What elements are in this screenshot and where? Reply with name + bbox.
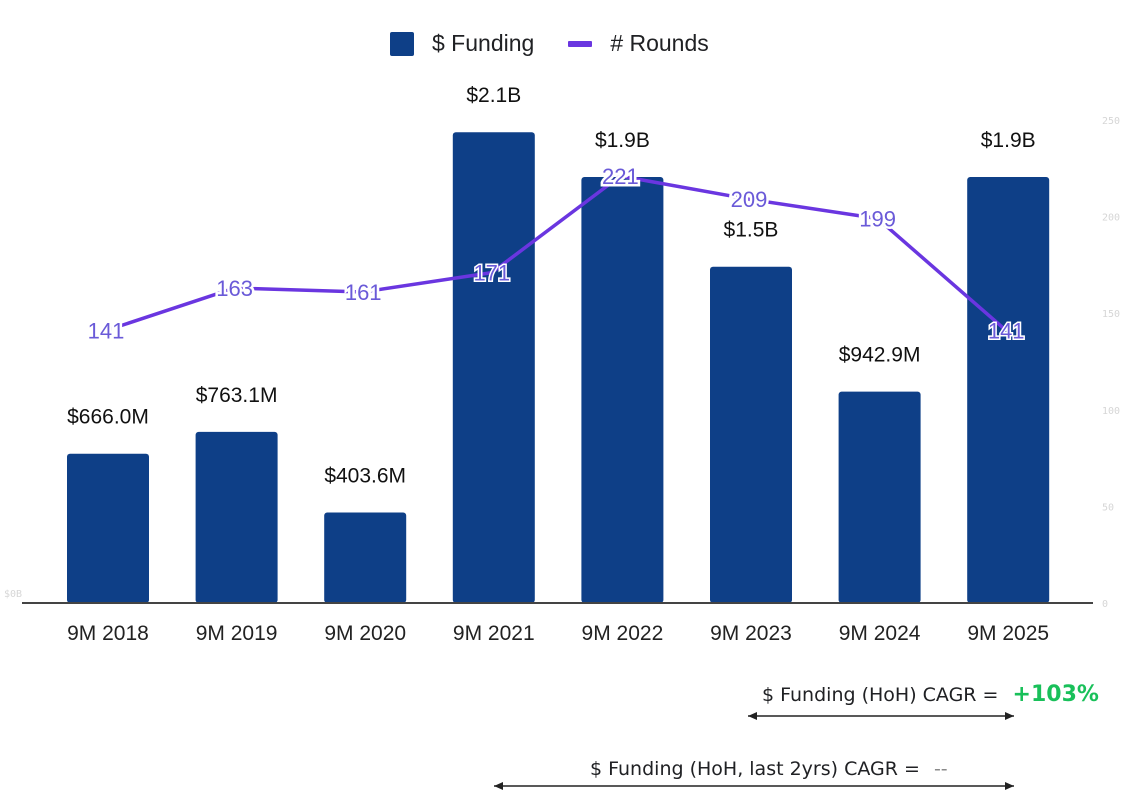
right-tick-label: 150 bbox=[1102, 309, 1120, 320]
rounds-data-label: 209 bbox=[731, 187, 768, 212]
cagr-all-note: $ Funding (HoH) CAGR = +103% bbox=[762, 682, 1099, 707]
arrow-right-head bbox=[1005, 712, 1014, 720]
arrow-right-head bbox=[1005, 782, 1014, 790]
left-tick-label: $0B bbox=[4, 589, 22, 600]
funding-bar bbox=[838, 391, 921, 603]
rounds-data-label: 163 bbox=[216, 276, 253, 301]
funding-bar-label: $403.6M bbox=[324, 465, 406, 488]
funding-bar bbox=[452, 132, 535, 604]
x-tick-label: 9M 2022 bbox=[582, 622, 664, 645]
x-tick-label: 9M 2025 bbox=[967, 622, 1049, 645]
rounds-data-label: 161 bbox=[345, 280, 382, 305]
x-tick-label: 9M 2024 bbox=[839, 622, 921, 645]
funding-bar-label: $666.0M bbox=[67, 406, 149, 429]
legend-item-funding[interactable]: $ Funding bbox=[390, 30, 534, 57]
funding-bars bbox=[67, 132, 1050, 604]
x-tick-label: 9M 2023 bbox=[710, 622, 792, 645]
legend-label-funding: $ Funding bbox=[432, 30, 535, 56]
right-tick-label: 250 bbox=[1102, 116, 1120, 127]
right-tick-label: 50 bbox=[1102, 502, 1114, 513]
arrow-left-head bbox=[494, 782, 503, 790]
chart-legend: $ Funding # Rounds bbox=[390, 30, 743, 57]
x-tick-label: 9M 2020 bbox=[324, 622, 406, 645]
right-tick-label: 100 bbox=[1102, 406, 1120, 417]
rounds-line-series bbox=[105, 174, 1008, 333]
funding-bar bbox=[581, 177, 664, 603]
funding-bar-label: $942.9M bbox=[839, 344, 921, 367]
rounds-data-label: 141 bbox=[88, 319, 125, 344]
x-tick-label: 9M 2019 bbox=[196, 622, 278, 645]
legend-swatch-rounds bbox=[568, 40, 593, 47]
arrow-left-head bbox=[748, 712, 757, 720]
funding-bar bbox=[195, 431, 278, 603]
right-tick-label: 0 bbox=[1102, 599, 1108, 610]
funding-bar-label: $1.9B bbox=[981, 129, 1036, 152]
rounds-data-label: 221 bbox=[602, 164, 639, 189]
funding-bar-label: $1.9B bbox=[595, 129, 650, 152]
funding-bar-label: $1.5B bbox=[724, 219, 779, 242]
rounds-line bbox=[105, 174, 1008, 333]
rounds-data-labels: 141 163 161 171 221 209 199 141 bbox=[85, 162, 1026, 347]
cagr-2yr-value: -- bbox=[933, 758, 948, 780]
funding-bar-label: $2.1B bbox=[466, 84, 521, 107]
legend-label-rounds: # Rounds bbox=[610, 30, 709, 56]
cagr-2yr-label: $ Funding (HoH, last 2yrs) CAGR = bbox=[590, 758, 920, 780]
rounds-data-label: 171 bbox=[473, 261, 510, 286]
funding-bar bbox=[67, 453, 149, 603]
legend-item-rounds[interactable]: # Rounds bbox=[568, 30, 709, 57]
right-tick-label: 200 bbox=[1102, 213, 1120, 224]
cagr-all-label: $ Funding (HoH) CAGR = bbox=[762, 684, 999, 706]
cagr-2yr-note: $ Funding (HoH, last 2yrs) CAGR = -- bbox=[590, 758, 948, 780]
right-axis-tick-labels: 0 50 100 150 200 250 bbox=[1102, 116, 1120, 610]
rounds-data-label: 199 bbox=[859, 207, 896, 232]
funding-bar bbox=[324, 512, 407, 603]
x-tick-label: 9M 2021 bbox=[453, 622, 535, 645]
rounds-data-label: 141 bbox=[988, 319, 1025, 344]
legend-swatch-funding bbox=[390, 31, 414, 56]
left-axis-tick-labels: $0B bbox=[4, 589, 22, 600]
funding-bar-label: $763.1M bbox=[196, 384, 278, 407]
funding-bar bbox=[710, 266, 792, 603]
cagr-all-value: +103% bbox=[1012, 682, 1099, 707]
x-tick-label: 9M 2018 bbox=[67, 622, 149, 645]
cagr-range-arrows bbox=[494, 712, 1014, 790]
x-axis-tick-labels: 9M 2018 9M 2019 9M 2020 9M 2021 9M 2022 9M 20… bbox=[67, 622, 1049, 645]
funding-bar-labels: $666.0M $763.1M $403.6M $2.1B $1.9B $1.5B $942… bbox=[65, 82, 1038, 489]
funding-bar bbox=[967, 177, 1050, 603]
